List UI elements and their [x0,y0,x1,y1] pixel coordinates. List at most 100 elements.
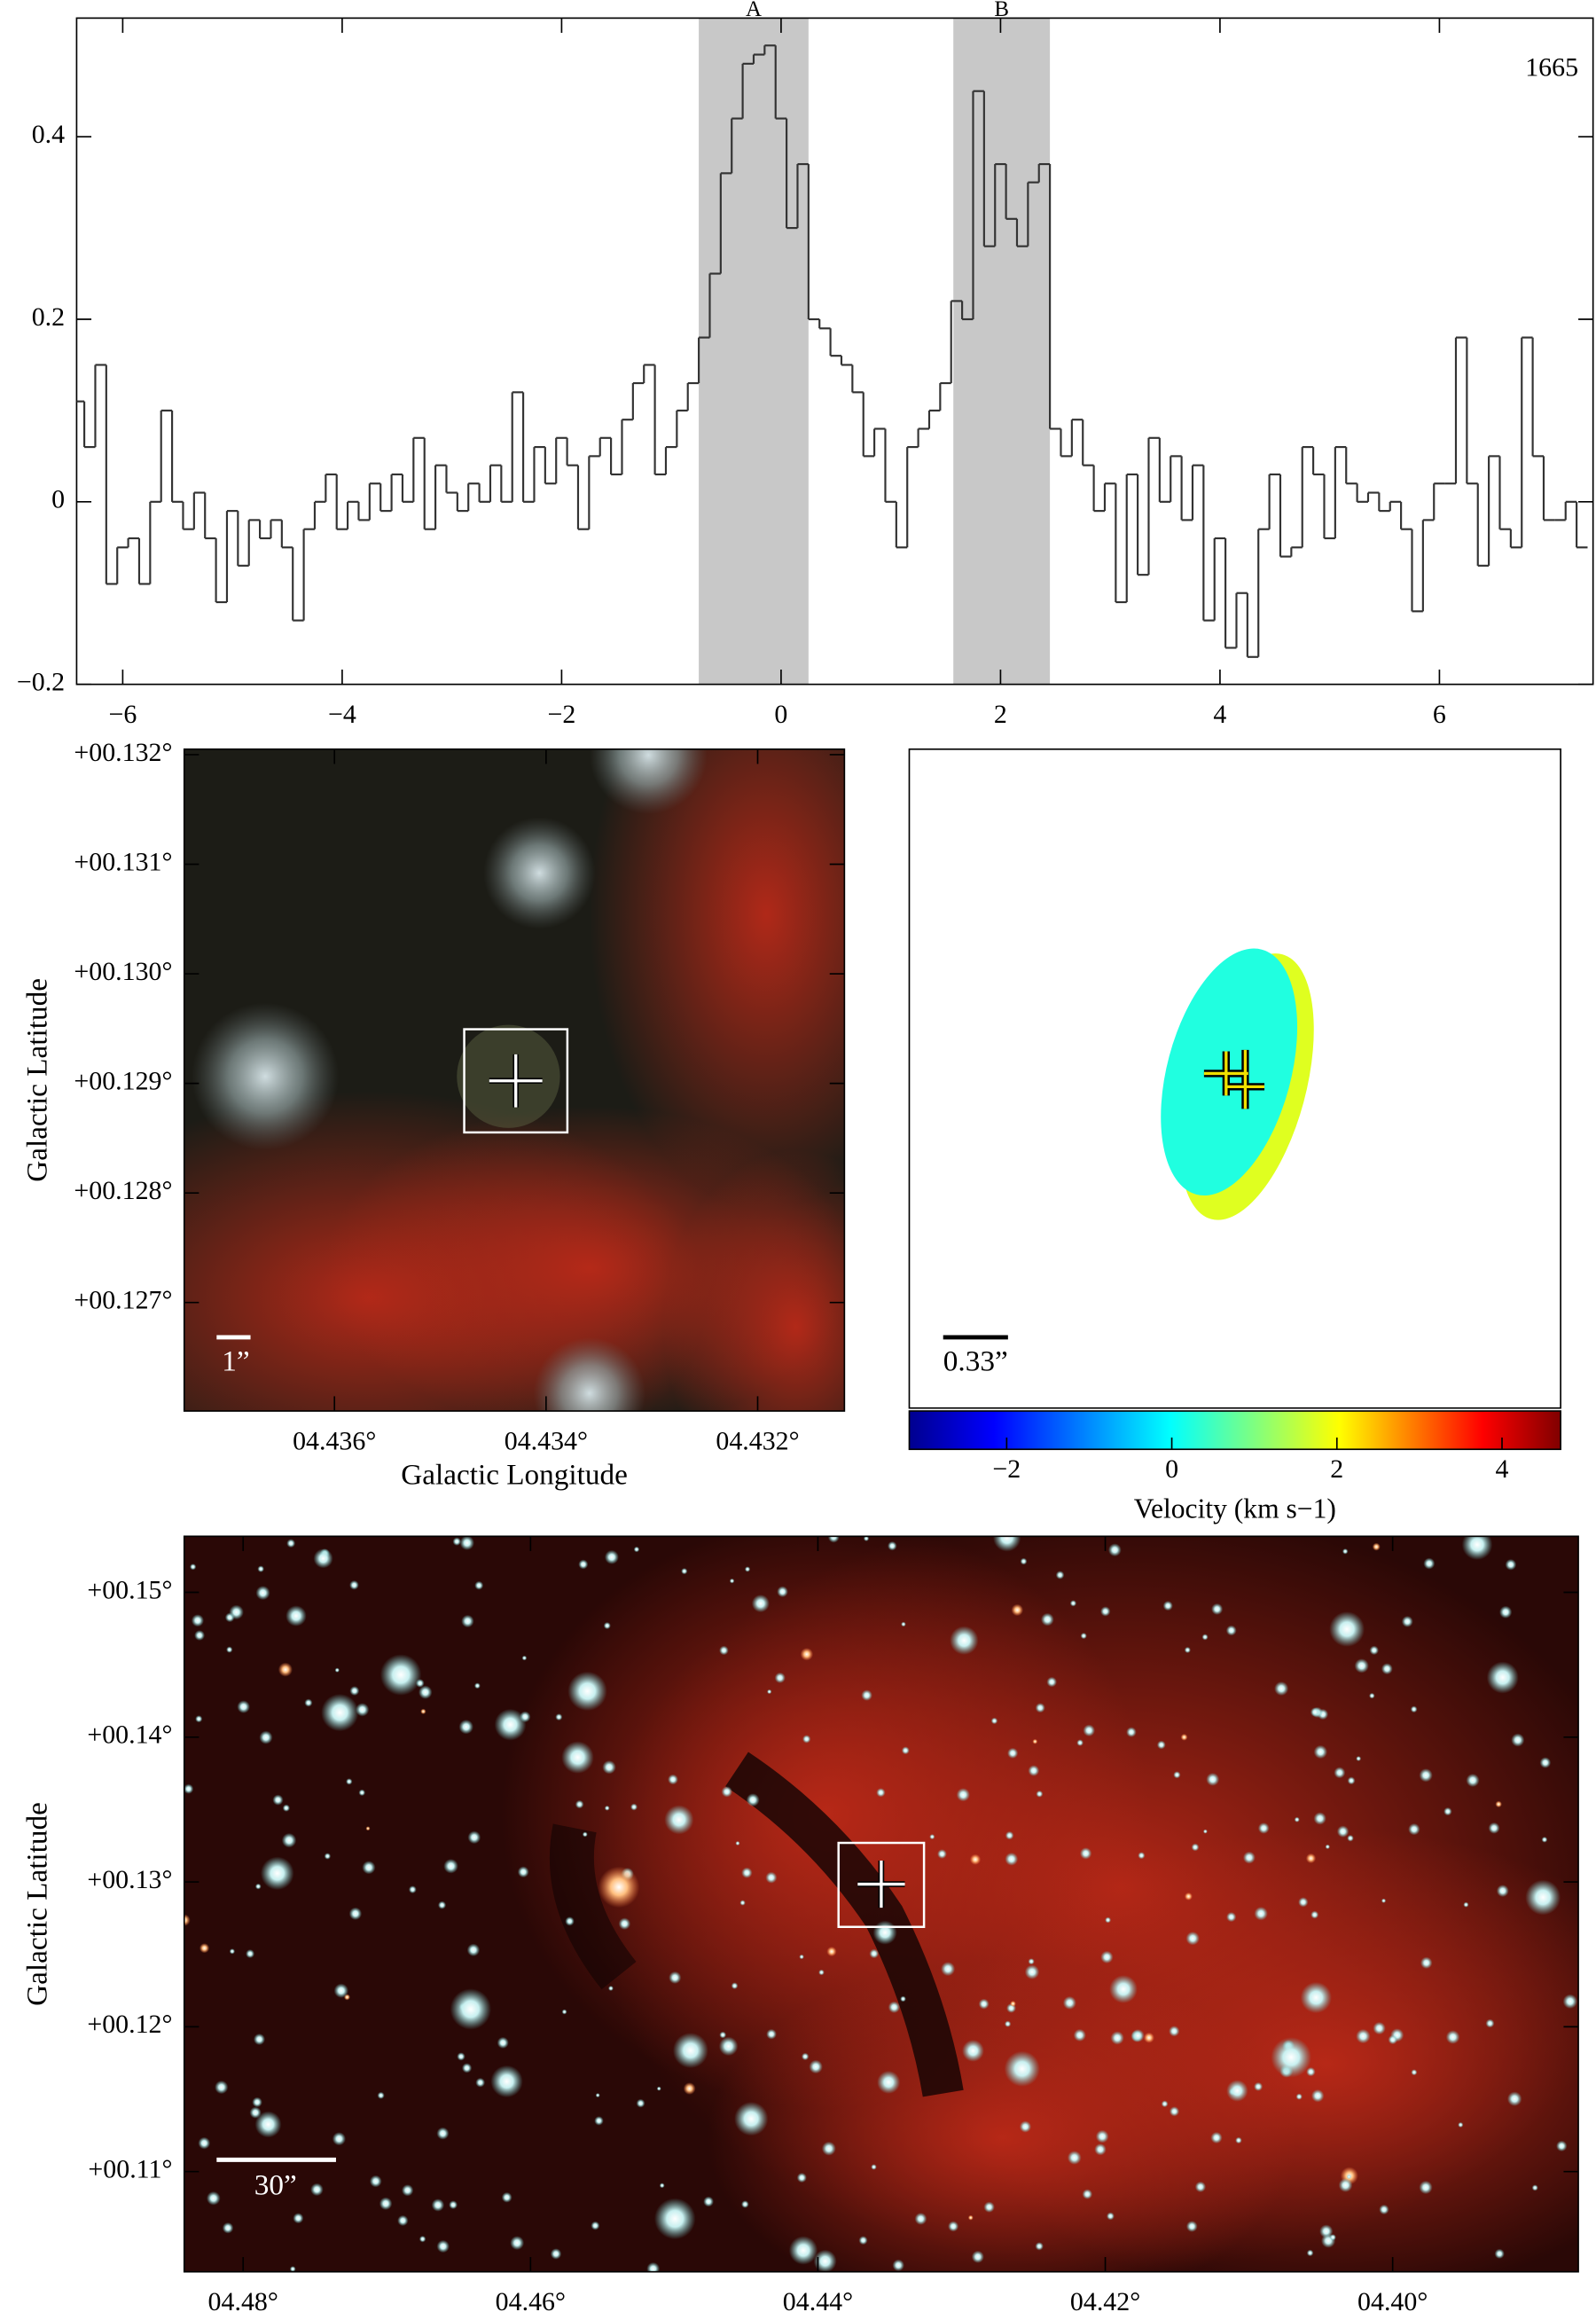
star [1254,1907,1268,1921]
x-tick-label: 6 [1433,700,1446,729]
star [969,1854,982,1865]
star [1419,2180,1433,2195]
bright-star [653,2198,696,2240]
star [591,2221,600,2230]
y-tick-label: +00.131° [74,847,172,876]
star [333,1983,348,1998]
star [809,2059,823,2074]
bright-star [254,2111,282,2138]
star [863,1536,870,1541]
star [419,2235,426,2243]
star [1028,1765,1040,1776]
star [777,1586,788,1598]
star [892,2259,904,2272]
star [191,1614,205,1627]
star [1541,1836,1548,1843]
star [1356,2028,1371,2044]
star [184,1783,194,1794]
x-tick-label: 04.436° [293,1426,376,1455]
star [1062,1995,1076,2010]
star [735,1840,740,1846]
star [1466,1773,1480,1788]
star [681,1568,688,1575]
colorbar-tick-label: −2 [992,1454,1021,1484]
star [1356,1756,1362,1761]
star [475,2077,486,2088]
star [948,2221,959,2232]
star [1235,2136,1242,2144]
star [744,1566,751,1572]
star [565,1916,575,1926]
star [1083,1724,1096,1737]
star [1028,1958,1035,1965]
star [636,2098,645,2108]
plot-frame [75,17,1594,686]
star [962,2039,984,2062]
star [206,2191,221,2206]
step-connector [83,45,1578,657]
x-tick-label: −2 [547,700,575,729]
region-label: B [994,0,1009,21]
star [1210,2131,1223,2144]
star [630,1803,638,1811]
star [1161,2100,1169,2108]
star [229,1604,244,1620]
star [324,1853,332,1860]
star [731,1982,739,1990]
star [826,1946,837,1957]
shaded-region [953,18,1051,685]
image-panel [184,1536,1579,2272]
star [419,1685,433,1699]
star [1100,1950,1114,1963]
star [1130,2028,1145,2042]
star [739,1900,746,1906]
star [1004,2020,1012,2027]
star [1156,1740,1166,1750]
star [1024,1964,1040,1979]
y-axis-label: Galactic Latitude [21,978,54,1182]
star [1306,2066,1316,2077]
star [1011,1603,1024,1617]
star [1506,2091,1522,2106]
star [195,1715,203,1723]
star [379,2197,393,2211]
plot-frame [908,748,1561,1409]
star [1369,1692,1375,1699]
star [1107,1543,1122,1557]
star [473,1682,481,1689]
star [1046,1676,1058,1688]
star [719,1645,729,1656]
star [369,2175,382,2188]
colorbar [908,1410,1561,1451]
star [729,1578,735,1584]
star [1458,2121,1464,2128]
star [304,1698,313,1707]
star [1032,1738,1038,1744]
star [1401,1615,1413,1627]
x-tick-label: 04.40° [1357,2287,1428,2312]
plot-frame [183,748,846,1412]
x-tick-label: −4 [328,700,356,729]
star [703,2196,714,2207]
star [1080,1632,1087,1640]
star [618,1917,631,1930]
star [1040,1612,1054,1626]
star [1410,1705,1418,1713]
star [437,1901,447,1909]
star [766,2028,777,2040]
star [452,1537,462,1546]
target-box [463,1028,569,1134]
star [1184,1646,1191,1654]
star [321,1693,359,1732]
star [1254,2081,1264,2091]
star [190,1564,197,1571]
crosshair [489,1054,543,1108]
star [1035,1703,1045,1713]
star [799,1954,804,1960]
star [1143,2032,1154,2043]
star [348,1907,363,1921]
star [1004,2050,1040,2087]
star [765,1871,778,1884]
star [254,1883,262,1890]
bright-star [598,1866,640,1908]
